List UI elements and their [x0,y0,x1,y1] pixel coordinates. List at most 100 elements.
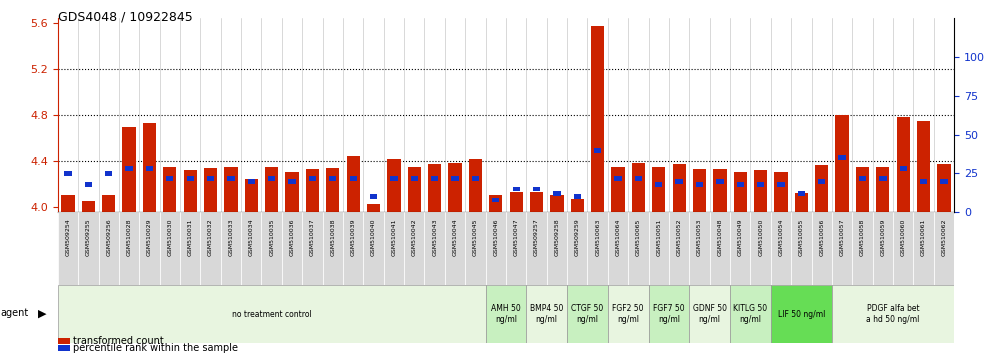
Text: GSM510029: GSM510029 [147,218,152,256]
Text: GSM510040: GSM510040 [372,218,376,256]
Bar [655,182,662,187]
Text: GDNF 50
ng/ml: GDNF 50 ng/ml [692,304,727,324]
Bar [451,176,459,181]
Bar [309,176,316,181]
Bar [920,179,927,184]
Bar [510,192,523,212]
Bar [693,169,706,212]
FancyBboxPatch shape [465,212,486,285]
Text: GSM510055: GSM510055 [799,218,804,256]
Text: GSM510028: GSM510028 [126,218,131,256]
Text: GSM510037: GSM510037 [310,218,315,256]
Bar [350,176,357,181]
FancyBboxPatch shape [323,212,343,285]
Bar [672,164,686,212]
Text: GSM510052: GSM510052 [676,218,681,256]
Bar [448,163,462,212]
Text: AMH 50
ng/ml: AMH 50 ng/ml [491,304,521,324]
Bar [407,167,421,212]
Text: GSM510044: GSM510044 [452,218,457,256]
Bar [469,159,482,212]
Text: GSM510050: GSM510050 [758,218,763,256]
FancyBboxPatch shape [526,285,567,343]
Text: GSM509258: GSM509258 [555,218,560,256]
Text: GSM509256: GSM509256 [107,218,112,256]
Bar [530,192,543,212]
Text: GSM510057: GSM510057 [840,218,845,256]
Bar [123,126,135,212]
FancyBboxPatch shape [180,212,200,285]
FancyBboxPatch shape [282,212,302,285]
Text: GSM510042: GSM510042 [411,218,416,256]
FancyBboxPatch shape [648,285,689,343]
Bar [102,195,116,212]
Bar [859,176,867,181]
Bar [612,167,624,212]
Text: GSM510047: GSM510047 [514,218,519,256]
FancyBboxPatch shape [791,212,812,285]
Text: GSM509254: GSM509254 [66,218,71,256]
FancyBboxPatch shape [913,212,934,285]
Bar [675,179,683,184]
Bar [245,179,258,212]
FancyBboxPatch shape [78,212,99,285]
Text: GSM509259: GSM509259 [575,218,580,256]
FancyBboxPatch shape [404,212,424,285]
FancyBboxPatch shape [364,212,383,285]
Text: GSM509257: GSM509257 [534,218,539,256]
Bar [207,176,214,181]
Text: GSM510035: GSM510035 [269,218,274,256]
Bar [856,167,870,212]
Bar [387,159,400,212]
FancyBboxPatch shape [506,212,526,285]
Bar [798,191,805,196]
Bar [594,148,602,153]
Bar [428,164,441,212]
Text: FGF7 50
ng/ml: FGF7 50 ng/ml [653,304,685,324]
Bar [716,179,723,184]
Bar [62,195,75,212]
Bar [533,187,540,192]
Bar [489,195,502,212]
FancyBboxPatch shape [526,212,547,285]
Bar [631,163,645,212]
Text: GSM509255: GSM509255 [86,218,91,256]
Bar [815,165,829,212]
FancyBboxPatch shape [241,212,262,285]
Text: agent: agent [0,308,28,318]
Bar [183,170,197,212]
FancyBboxPatch shape [730,212,750,285]
FancyBboxPatch shape [648,212,669,285]
Text: GSM510032: GSM510032 [208,218,213,256]
FancyBboxPatch shape [608,285,648,343]
Text: GSM510041: GSM510041 [391,218,396,256]
FancyBboxPatch shape [343,212,364,285]
Text: GSM510033: GSM510033 [228,218,233,256]
FancyBboxPatch shape [588,212,608,285]
FancyBboxPatch shape [689,285,730,343]
Text: GSM510065: GSM510065 [635,218,640,256]
FancyBboxPatch shape [262,212,282,285]
Bar [82,201,95,212]
Bar [367,204,380,212]
Text: GSM510056: GSM510056 [820,218,825,256]
FancyBboxPatch shape [383,212,404,285]
FancyBboxPatch shape [445,212,465,285]
FancyBboxPatch shape [486,285,526,343]
Bar [571,199,584,212]
FancyBboxPatch shape [424,212,445,285]
Bar [227,176,235,181]
FancyBboxPatch shape [832,212,853,285]
Text: GSM510051: GSM510051 [656,218,661,256]
FancyBboxPatch shape [486,212,506,285]
FancyBboxPatch shape [730,285,771,343]
Text: GSM510048: GSM510048 [717,218,722,256]
FancyBboxPatch shape [567,285,608,343]
Bar [917,121,930,212]
FancyBboxPatch shape [750,212,771,285]
Text: ▶: ▶ [38,308,47,318]
Text: LIF 50 ng/ml: LIF 50 ng/ml [778,310,825,319]
FancyBboxPatch shape [99,212,119,285]
Text: PDGF alfa bet
a hd 50 ng/ml: PDGF alfa bet a hd 50 ng/ml [867,304,919,324]
Bar [737,182,744,187]
